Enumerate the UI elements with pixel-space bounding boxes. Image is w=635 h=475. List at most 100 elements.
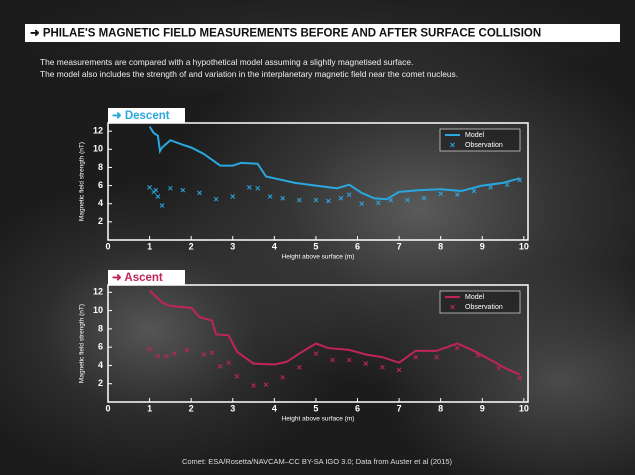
observation-marker bbox=[163, 353, 169, 359]
observation-marker bbox=[180, 187, 186, 193]
observation-marker bbox=[471, 188, 477, 194]
x-tick-label: 10 bbox=[519, 403, 529, 413]
observation-marker bbox=[434, 354, 439, 360]
legend-swatch bbox=[450, 304, 455, 310]
x-tick-label: 2 bbox=[189, 241, 194, 251]
observation-marker bbox=[313, 197, 319, 203]
y-tick-label: 10 bbox=[93, 305, 103, 315]
x-tick-label: 8 bbox=[438, 403, 443, 413]
observation-marker bbox=[147, 185, 152, 190]
observation-marker bbox=[338, 195, 344, 201]
y-tick-label: 6 bbox=[98, 180, 103, 190]
observation-marker bbox=[346, 357, 352, 363]
plot-frame bbox=[107, 284, 529, 403]
observation-marker bbox=[504, 182, 510, 188]
observation-marker bbox=[454, 192, 460, 198]
x-tick-label: 9 bbox=[480, 241, 485, 251]
x-tick-label: 1 bbox=[147, 241, 152, 251]
chart-title-box bbox=[108, 270, 185, 285]
x-tick-label: 7 bbox=[397, 403, 402, 413]
observation-marker bbox=[230, 194, 236, 199]
observation-marker bbox=[147, 346, 152, 352]
y-axis-label: Magnetic field strength (nT) bbox=[79, 142, 86, 221]
observation-marker bbox=[475, 353, 481, 358]
x-tick-label: 6 bbox=[355, 241, 360, 251]
title-bar bbox=[25, 24, 620, 42]
observation-marker bbox=[346, 192, 352, 198]
x-tick-label: 4 bbox=[272, 403, 277, 413]
observation-marker bbox=[517, 177, 523, 183]
y-tick-label: 4 bbox=[98, 360, 103, 370]
x-tick-label: 1 bbox=[147, 403, 152, 413]
y-tick-label: 12 bbox=[93, 287, 103, 297]
x-axis-label: Height above surface (m) bbox=[282, 416, 355, 423]
credit: Comet: ESA/Rosetta/NAVCAM–CC BY-SA IGO 3… bbox=[182, 457, 453, 466]
observation-marker bbox=[184, 347, 190, 353]
x-tick-label: 5 bbox=[313, 241, 318, 251]
x-tick-label: 7 bbox=[397, 241, 402, 251]
observation-marker bbox=[421, 195, 427, 201]
observation-marker bbox=[313, 351, 319, 356]
y-axis-label: Magnetic field strength (nT) bbox=[79, 304, 86, 383]
observation-marker bbox=[388, 197, 394, 203]
x-tick-label: 3 bbox=[230, 241, 235, 251]
observation-marker bbox=[263, 382, 269, 387]
observation-marker bbox=[296, 364, 302, 370]
observation-marker bbox=[172, 351, 177, 356]
plot-frame bbox=[107, 122, 529, 241]
x-tick-label: 0 bbox=[105, 403, 110, 413]
observation-marker bbox=[155, 194, 161, 199]
y-tick-label: 6 bbox=[98, 342, 103, 352]
x-tick-label: 2 bbox=[189, 403, 194, 413]
subtitle: The model also includes the strength of … bbox=[40, 69, 458, 79]
y-tick-label: 8 bbox=[98, 323, 103, 333]
x-axis-label: Height above surface (m) bbox=[282, 254, 355, 261]
chart-title: ➜ Ascent bbox=[112, 272, 163, 284]
x-tick-label: 4 bbox=[272, 241, 277, 251]
observation-marker bbox=[413, 354, 419, 360]
observation-marker bbox=[375, 200, 381, 206]
y-tick-label: 12 bbox=[93, 126, 103, 136]
y-tick-label: 2 bbox=[98, 216, 103, 226]
observation-marker bbox=[155, 353, 161, 359]
x-tick-label: 6 bbox=[355, 403, 360, 413]
observation-marker bbox=[405, 197, 410, 203]
legend-label: Model bbox=[465, 294, 485, 301]
observation-marker bbox=[197, 190, 202, 196]
observation-marker bbox=[296, 197, 302, 203]
x-tick-label: 9 bbox=[480, 403, 485, 413]
observation-marker bbox=[153, 187, 159, 193]
chart-title-box bbox=[108, 108, 185, 123]
observation-marker bbox=[363, 361, 369, 366]
subtitle: The measurements are compared with a hyp… bbox=[40, 57, 413, 67]
x-tick-label: 3 bbox=[230, 403, 235, 413]
y-tick-label: 10 bbox=[93, 144, 103, 154]
observation-marker bbox=[517, 375, 523, 381]
model-line bbox=[148, 126, 520, 201]
observation-marker bbox=[267, 194, 273, 199]
observation-marker bbox=[438, 191, 444, 197]
legend-label: Observation bbox=[465, 304, 503, 311]
y-tick-label: 2 bbox=[98, 378, 103, 388]
observation-marker bbox=[217, 363, 223, 369]
observation-marker bbox=[251, 383, 256, 388]
title: ➜ PHILAE'S MAGNETIC FIELD MEASUREMENTS B… bbox=[30, 28, 541, 40]
observation-marker bbox=[247, 185, 252, 190]
observation-marker bbox=[226, 360, 231, 366]
observation-marker bbox=[159, 203, 165, 208]
legend-label: Model bbox=[465, 132, 485, 139]
observation-marker bbox=[213, 196, 219, 202]
observation-marker bbox=[168, 185, 173, 191]
observation-marker bbox=[496, 365, 502, 371]
observation-marker bbox=[454, 345, 460, 351]
x-tick-label: 10 bbox=[519, 241, 529, 251]
observation-marker bbox=[396, 367, 402, 373]
y-tick-label: 4 bbox=[98, 198, 103, 208]
observation-marker bbox=[234, 374, 240, 379]
observation-marker bbox=[359, 201, 365, 207]
observation-marker bbox=[280, 374, 286, 380]
chart-title: ➜ Descent bbox=[112, 110, 170, 122]
observation-marker bbox=[255, 185, 261, 191]
x-tick-label: 8 bbox=[438, 241, 443, 251]
